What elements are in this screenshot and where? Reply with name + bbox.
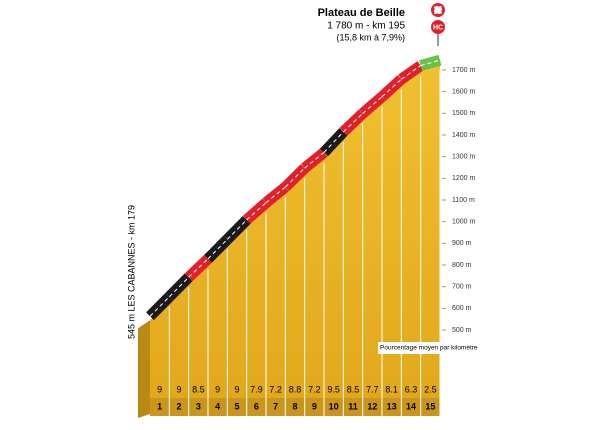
legend-label: Pourcentage moyen par kilomètre bbox=[380, 345, 478, 352]
legend-box bbox=[378, 342, 470, 354]
ridge-dash bbox=[188, 258, 209, 278]
ridge-dash bbox=[342, 113, 364, 133]
ridge-dash bbox=[149, 296, 170, 317]
gradient-label: 9 bbox=[215, 384, 220, 394]
y-tick-label: 700 m bbox=[452, 284, 472, 291]
gradient-label: 9 bbox=[157, 384, 162, 394]
plot: 500 m 600 m 700 m 800 m 900 m 1000 m 1100 m 120… bbox=[138, 54, 476, 418]
badge-icon bbox=[431, 20, 445, 34]
km-label: 14 bbox=[406, 401, 416, 411]
km-label: 12 bbox=[367, 401, 377, 411]
gradient-label: 8.8 bbox=[289, 384, 302, 394]
km-label: 1 bbox=[157, 401, 162, 411]
gradient-label: 9 bbox=[234, 384, 239, 394]
gradient-label: 6.3 bbox=[405, 384, 418, 394]
gradient-segment bbox=[262, 182, 289, 207]
km-label: 11 bbox=[348, 401, 358, 411]
gradient-label: 8.1 bbox=[385, 384, 398, 394]
gradient-label: 9.5 bbox=[327, 384, 340, 394]
gradient-label: 8.5 bbox=[347, 384, 360, 394]
y-tick-label: 500 m bbox=[452, 327, 472, 334]
start-label: 545 m LES CABANNES - km 179 bbox=[126, 205, 136, 339]
gradient-label: 7.9 bbox=[250, 384, 263, 394]
y-tick-label: 600 m bbox=[452, 305, 472, 312]
summit-info: 1 780 m - km 195 bbox=[327, 21, 405, 32]
y-tick-label: 1200 m bbox=[452, 175, 476, 182]
y-tick-label: 1700 m bbox=[452, 67, 476, 74]
y-tick-label: 900 m bbox=[452, 240, 472, 247]
finish-flag bbox=[433, 5, 443, 15]
y-tick-label: 1600 m bbox=[452, 89, 476, 96]
km-label: 5 bbox=[234, 401, 239, 411]
ridge-dash bbox=[284, 167, 306, 188]
y-tick-label: 1000 m bbox=[452, 219, 476, 226]
base-strip bbox=[150, 398, 440, 416]
km-label: 6 bbox=[254, 401, 259, 411]
profile-side bbox=[138, 320, 150, 418]
km-label: 10 bbox=[329, 401, 339, 411]
ridge-dash bbox=[246, 202, 267, 221]
gradient-label: 2.5 bbox=[424, 384, 437, 394]
y-tick-label: 1500 m bbox=[452, 110, 476, 117]
ridge-dash bbox=[401, 65, 421, 80]
summit-note: (15,8 km à 7,9%) bbox=[336, 32, 405, 42]
gradient-label: 8.5 bbox=[192, 384, 205, 394]
gradient-label: 7.7 bbox=[366, 384, 379, 394]
y-tick-label: 1400 m bbox=[452, 132, 476, 139]
km-label: 4 bbox=[215, 401, 220, 411]
ridge-dash bbox=[362, 96, 383, 114]
gradient-label: 7.2 bbox=[308, 384, 321, 394]
km-label: 15 bbox=[425, 401, 435, 411]
km-label: 3 bbox=[196, 401, 201, 411]
summit-name: Plateau de Beille bbox=[318, 7, 405, 19]
gradient-label: 9 bbox=[176, 384, 181, 394]
ridge-dash bbox=[168, 276, 190, 298]
gradient-label: 7.2 bbox=[269, 384, 282, 394]
ridge-dash bbox=[420, 59, 441, 67]
km-label: 13 bbox=[387, 401, 397, 411]
y-tick-label: 800 m bbox=[452, 262, 472, 269]
ridge-dash bbox=[323, 131, 344, 153]
km-label: 7 bbox=[273, 401, 278, 411]
ridge-dash bbox=[226, 219, 248, 240]
ridge-dash bbox=[207, 238, 228, 260]
badge: HC bbox=[433, 24, 443, 31]
km-label: 8 bbox=[292, 401, 297, 411]
profile-body bbox=[150, 64, 440, 399]
y-tick-label: 1100 m bbox=[452, 197, 475, 204]
km-label: 9 bbox=[312, 401, 317, 411]
km-label: 2 bbox=[176, 401, 181, 411]
gradient-segment bbox=[301, 148, 328, 173]
y-tick-label: 1300 m bbox=[452, 154, 476, 161]
ridge-dash bbox=[381, 78, 402, 98]
